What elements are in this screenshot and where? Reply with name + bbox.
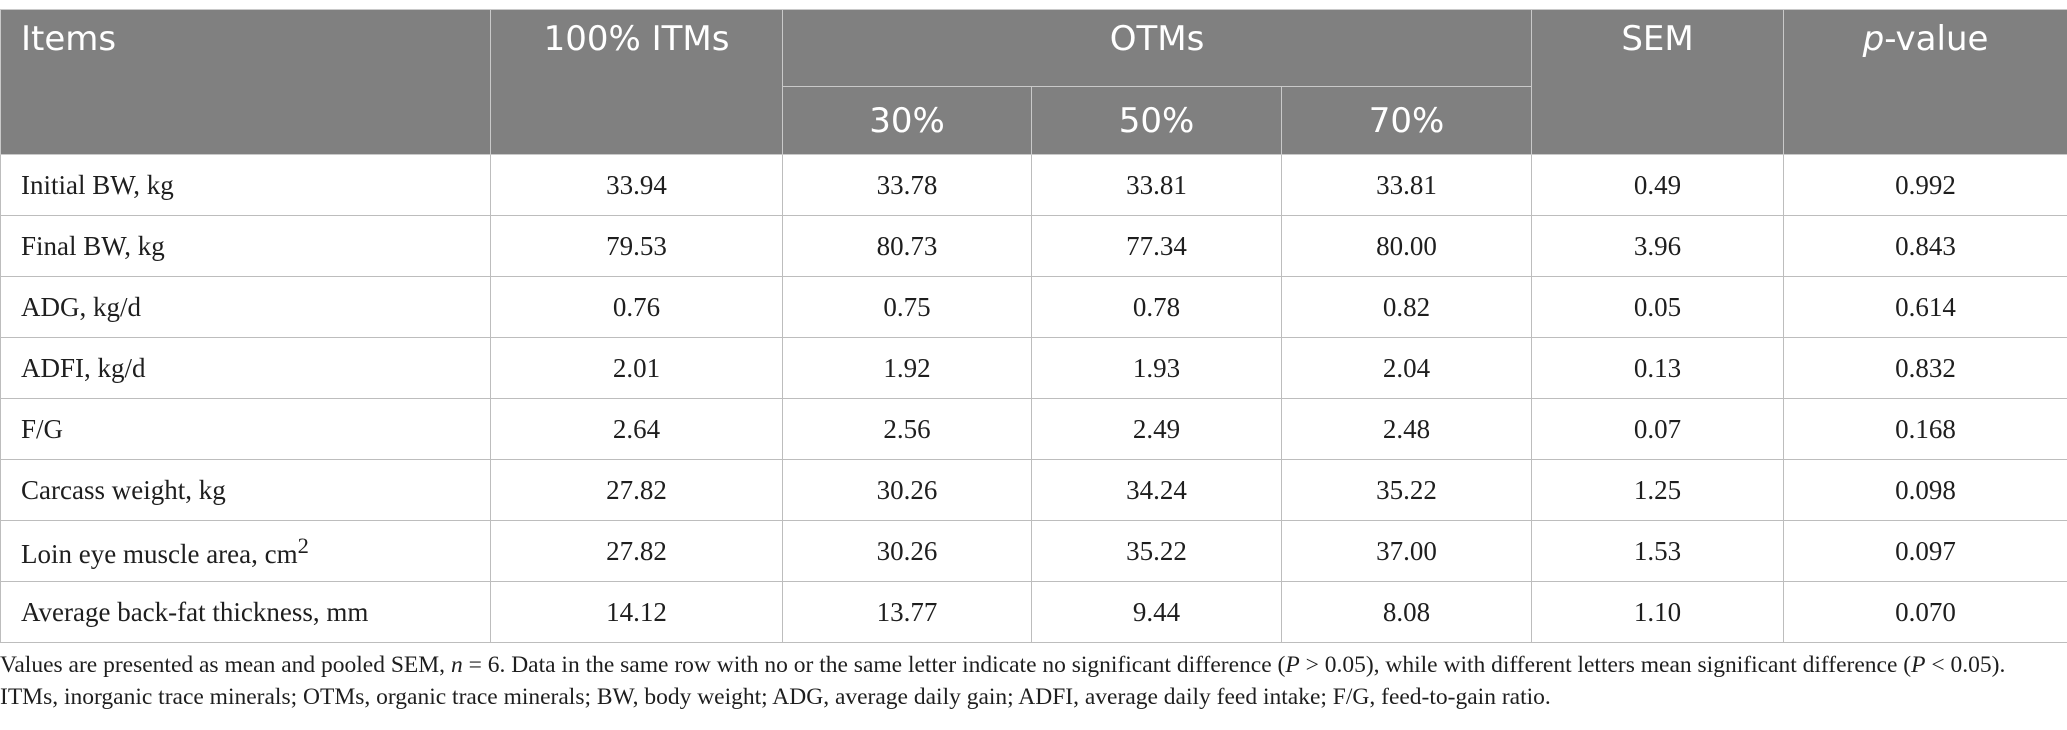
cell-item: Loin eye muscle area, cm2	[0, 520, 491, 582]
table-row: Carcass weight, kg 27.82 30.26 34.24 35.…	[0, 459, 2067, 521]
cell-itm: 27.82	[490, 459, 783, 521]
cell-otm-50: 77.34	[1031, 215, 1282, 277]
table-row: Loin eye muscle area, cm2 27.82 30.26 35…	[0, 520, 2067, 582]
cell-item: Average back-fat thickness, mm	[0, 581, 491, 643]
cell-otm-30: 33.78	[782, 154, 1032, 216]
footnote-part-1: Values are presented as mean and pooled …	[0, 652, 451, 678]
header-itms: 100% ITMs	[490, 9, 783, 155]
header-p-value: p-value	[1783, 9, 2067, 155]
cell-sem: 0.05	[1531, 276, 1785, 338]
cell-item: Carcass weight, kg	[0, 459, 491, 521]
cell-item: Final BW, kg	[0, 215, 491, 277]
cell-otm-70: 2.48	[1280, 398, 1533, 460]
table-row: Average back-fat thickness, mm 14.12 13.…	[0, 581, 2067, 643]
footnote-p-1: P	[1285, 652, 1300, 678]
cell-itm: 2.64	[490, 398, 783, 460]
cell-otm-50: 9.44	[1031, 581, 1282, 643]
cell-itm: 2.01	[490, 337, 783, 399]
cell-otm-70: 8.08	[1280, 581, 1533, 643]
cell-otm-30: 13.77	[782, 581, 1032, 643]
cell-p-value: 0.843	[1783, 215, 2067, 277]
header-row-sub: 30% 50% 70%	[1, 86, 2067, 155]
header-otms-50: 50%	[1031, 86, 1282, 155]
cell-p-value: 0.614	[1783, 276, 2067, 338]
cell-otm-50: 0.78	[1031, 276, 1282, 338]
header-otms: OTMs	[781, 9, 1533, 87]
cell-itm: 27.82	[490, 520, 783, 582]
cell-p-value: 0.168	[1783, 398, 2067, 460]
table-row: ADFI, kg/d 2.01 1.92 1.93 2.04 0.13 0.83…	[0, 337, 2067, 399]
cell-otm-30: 1.92	[782, 337, 1032, 399]
cell-sem: 0.49	[1531, 154, 1785, 216]
footnote-part-4: < 0.05). ITMs, inorganic trace minerals;…	[0, 652, 2006, 710]
cell-otm-30: 0.75	[782, 276, 1032, 338]
cell-otm-70: 33.81	[1280, 154, 1533, 216]
header-p-rest: -value	[1884, 19, 1989, 59]
header-otms-30: 30%	[782, 86, 1032, 155]
header-row-top: Items 100% ITMs OTMs SEM p-value	[0, 9, 2067, 155]
cell-item-superscript: 2	[297, 532, 309, 558]
cell-sem: 1.10	[1531, 581, 1785, 643]
results-table: Items 100% ITMs OTMs SEM p-value 30% 50%…	[0, 9, 2067, 643]
cell-otm-50: 34.24	[1031, 459, 1282, 521]
table-wrapper: Items 100% ITMs OTMs SEM p-value 30% 50%…	[0, 9, 2067, 643]
cell-itm: 79.53	[490, 215, 783, 277]
footnote-n: n	[450, 652, 463, 678]
cell-otm-50: 35.22	[1031, 520, 1282, 582]
cell-sem: 1.53	[1531, 520, 1785, 582]
cell-sem: 3.96	[1531, 215, 1785, 277]
cell-itm: 33.94	[490, 154, 783, 216]
cell-otm-70: 0.82	[1280, 276, 1533, 338]
cell-otm-30: 2.56	[782, 398, 1032, 460]
cell-otm-70: 2.04	[1280, 337, 1533, 399]
cell-p-value: 0.992	[1783, 154, 2067, 216]
footnote-part-2: = 6. Data in the same row with no or the…	[462, 652, 1286, 678]
header-sem: SEM	[1531, 9, 1785, 155]
cell-p-value: 0.098	[1783, 459, 2067, 521]
cell-p-value: 0.070	[1783, 581, 2067, 643]
table-row: F/G 2.64 2.56 2.49 2.48 0.07 0.168	[0, 398, 2067, 460]
header-p-italic: p	[1862, 19, 1885, 59]
table-row: ADG, kg/d 0.76 0.75 0.78 0.82 0.05 0.614	[0, 276, 2067, 338]
cell-otm-30: 30.26	[782, 520, 1032, 582]
cell-itm: 14.12	[490, 581, 783, 643]
cell-p-value: 0.097	[1783, 520, 2067, 582]
cell-item-text: Loin eye muscle area, cm	[21, 538, 298, 569]
cell-sem: 0.13	[1531, 337, 1785, 399]
table-header: Items 100% ITMs OTMs SEM p-value 30% 50%…	[0, 9, 2067, 155]
cell-otm-30: 30.26	[782, 459, 1032, 521]
cell-otm-70: 35.22	[1280, 459, 1533, 521]
table-body: Initial BW, kg 33.94 33.78 33.81 33.81 0…	[0, 154, 2067, 643]
cell-item: F/G	[0, 398, 491, 460]
header-otms-70: 70%	[1280, 86, 1533, 155]
footnote-p-2: P	[1911, 652, 1926, 678]
cell-item: Initial BW, kg	[0, 154, 491, 216]
cell-otm-70: 37.00	[1280, 520, 1533, 582]
cell-otm-30: 80.73	[782, 215, 1032, 277]
table-row: Final BW, kg 79.53 80.73 77.34 80.00 3.9…	[0, 215, 2067, 277]
cell-otm-50: 2.49	[1031, 398, 1282, 460]
table-footnote: Values are presented as mean and pooled …	[0, 649, 2060, 713]
cell-otm-50: 1.93	[1031, 337, 1282, 399]
cell-itm: 0.76	[490, 276, 783, 338]
footnote-part-3: > 0.05), while with different letters me…	[1299, 652, 1912, 678]
header-items: Items	[0, 9, 491, 155]
cell-sem: 1.25	[1531, 459, 1785, 521]
cell-otm-50: 33.81	[1031, 154, 1282, 216]
cell-item: ADFI, kg/d	[0, 337, 491, 399]
cell-otm-70: 80.00	[1280, 215, 1533, 277]
cell-p-value: 0.832	[1783, 337, 2067, 399]
table-row: Initial BW, kg 33.94 33.78 33.81 33.81 0…	[0, 154, 2067, 216]
cell-sem: 0.07	[1531, 398, 1785, 460]
cell-item: ADG, kg/d	[0, 276, 491, 338]
